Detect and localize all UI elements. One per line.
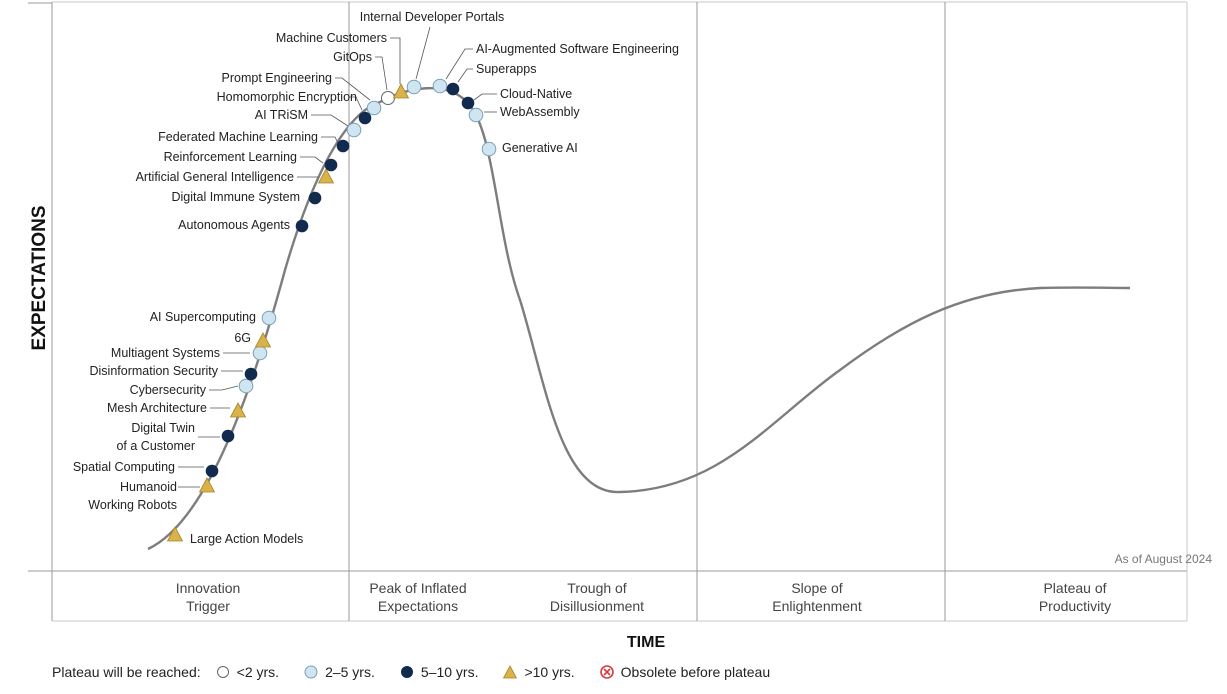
legend-symbol-obsolete xyxy=(599,665,614,679)
phase-innovation-trigger-line-2: Trigger xyxy=(186,598,230,614)
marker-superapps xyxy=(446,82,460,96)
label-mesh-architecture: Mesh Architecture xyxy=(107,401,207,415)
legend: Plateau will be reached: <2 yrs. 2–5 yrs… xyxy=(52,664,794,680)
marker-webassembly xyxy=(468,107,484,123)
leader-machine-customers xyxy=(390,37,401,84)
label-ai-augmented-software-engineering: AI-Augmented Software Engineering xyxy=(476,42,679,56)
leader-internal-developer-portals xyxy=(415,26,431,80)
legend-item-gt10: >10 yrs. xyxy=(502,664,575,680)
marker-mesh-architecture xyxy=(229,402,247,418)
phase-plateau-line-1: Plateau of xyxy=(1043,580,1106,596)
marker-gitops xyxy=(381,91,395,105)
as-of-note: As of August 2024 xyxy=(1115,552,1213,566)
leader-cloud-native xyxy=(473,93,497,101)
marker-ai-trism xyxy=(346,122,362,138)
legend-label-obsolete: Obsolete before plateau xyxy=(620,664,771,680)
leader-ai-trism xyxy=(311,114,349,127)
marker-digital-immune-system xyxy=(308,191,322,205)
label-autonomous-agents: Autonomous Agents xyxy=(178,218,290,232)
marker-ai-supercomputing xyxy=(261,310,277,326)
marker-generative-ai xyxy=(481,141,497,157)
marker-reinforcement-learning xyxy=(324,158,338,172)
legend-item-2to5: 2–5 yrs. xyxy=(303,664,375,680)
legend-symbol-lt2 xyxy=(216,666,229,678)
marker-spatial-computing xyxy=(205,464,219,478)
marker-artificial-general-intelligence xyxy=(317,168,335,184)
label-artificial-general-intelligence: Artificial General Intelligence xyxy=(136,170,294,184)
marker-autonomous-agents xyxy=(295,219,309,233)
phase-slope-line-1: Slope of xyxy=(791,580,842,596)
legend-symbol-2to5 xyxy=(304,665,318,679)
legend-title: Plateau will be reached: xyxy=(52,664,201,680)
marker-6g xyxy=(254,332,272,348)
marker-cloud-native xyxy=(461,96,475,110)
leader-federated-machine-learning xyxy=(321,136,339,144)
legend-label-5to10: 5–10 yrs. xyxy=(420,664,479,680)
phase-slope-line-2: Enlightenment xyxy=(772,598,862,614)
marker-large-action-models xyxy=(166,526,184,542)
label-generative-ai: Generative AI xyxy=(502,141,578,155)
leader-homomorphic-encryption xyxy=(349,96,363,111)
marker-humanoid-working-robots xyxy=(198,477,216,493)
leader-ai-augmented-software-engineering xyxy=(445,48,473,80)
label-prompt-engineering: Prompt Engineering xyxy=(222,71,333,85)
legend-symbol-gt10 xyxy=(503,665,518,679)
phase-trough-line-1: Trough of xyxy=(567,580,627,596)
label-superapps: Superapps xyxy=(476,62,536,76)
legend-label-lt2: <2 yrs. xyxy=(236,664,280,680)
label-disinformation-security: Disinformation Security xyxy=(89,364,218,378)
marker-cybersecurity xyxy=(238,378,254,394)
phase-peak-line-1: Peak of Inflated xyxy=(369,580,466,596)
legend-item-obsolete: Obsolete before plateau xyxy=(599,664,770,680)
legend-item-5to10: 5–10 yrs. xyxy=(399,664,479,680)
label-homomorphic-encryption: Homomorphic Encryption xyxy=(217,90,357,104)
label-gitops: GitOps xyxy=(333,50,372,64)
label-cybersecurity: Cybersecurity xyxy=(130,383,207,397)
x-axis-title: TIME xyxy=(627,634,666,651)
label-ai-supercomputing: AI Supercomputing xyxy=(150,310,256,324)
marker-digital-twin-of-a-customer xyxy=(221,429,235,443)
leader-prompt-engineering xyxy=(335,77,371,101)
legend-item-lt2: <2 yrs. xyxy=(215,664,279,680)
leader-gitops xyxy=(375,56,388,91)
label-webassembly: WebAssembly xyxy=(500,105,580,119)
legend-symbol-5to10 xyxy=(400,666,413,678)
leader-reinforcement-learning xyxy=(300,156,324,164)
marker-federated-machine-learning xyxy=(336,139,350,153)
phase-innovation-trigger-line-1: Innovation xyxy=(176,580,241,596)
label-internal-developer-portals: Internal Developer Portals xyxy=(360,10,505,24)
label-multiagent-systems: Multiagent Systems xyxy=(111,346,220,360)
marker-ai-augmented-software-engineering xyxy=(432,78,448,94)
label-digital-immune-system: Digital Immune System xyxy=(171,190,300,204)
marker-prompt-engineering xyxy=(366,100,382,116)
phase-peak-line-2: Expectations xyxy=(378,598,458,614)
label-spatial-computing: Spatial Computing xyxy=(73,460,175,474)
phase-plateau-line-2: Productivity xyxy=(1039,598,1111,614)
marker-disinformation-security xyxy=(244,367,258,381)
label-machine-customers: Machine Customers xyxy=(276,31,387,45)
label-humanoid-working-robots-line-1: Humanoid xyxy=(120,480,177,494)
leader-superapps xyxy=(457,68,473,83)
marker-multiagent-systems xyxy=(252,345,268,361)
marker-machine-customers xyxy=(392,83,410,99)
label-reinforcement-learning: Reinforcement Learning xyxy=(164,150,297,164)
label-cloud-native: Cloud-Native xyxy=(500,87,572,101)
legend-label-2to5: 2–5 yrs. xyxy=(325,664,375,680)
label-6g: 6G xyxy=(234,331,251,345)
leader-cybersecurity xyxy=(209,385,239,391)
marker-internal-developer-portals xyxy=(406,79,422,95)
phase-trough-line-2: Disillusionment xyxy=(550,598,644,614)
marker-homomorphic-encryption xyxy=(358,111,372,125)
label-digital-twin-of-a-customer-line-2: of a Customer xyxy=(116,439,195,453)
label-ai-trism: AI TRiSM xyxy=(255,108,308,122)
label-large-action-models: Large Action Models xyxy=(190,532,303,546)
label-digital-twin-of-a-customer-line-1: Digital Twin xyxy=(131,421,195,435)
y-axis-title: EXPECTATIONS xyxy=(29,206,50,351)
hype-curve xyxy=(147,87,1131,551)
label-federated-machine-learning: Federated Machine Learning xyxy=(158,130,318,144)
label-humanoid-working-robots-line-2: Working Robots xyxy=(88,498,177,512)
legend-label-gt10: >10 yrs. xyxy=(524,664,575,680)
